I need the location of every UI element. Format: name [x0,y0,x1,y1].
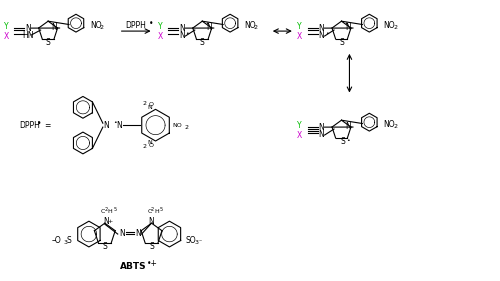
Text: –: – [198,239,202,244]
Text: S: S [46,38,50,47]
Text: S: S [200,38,204,47]
Text: N: N [147,105,152,110]
Text: •+: •+ [147,259,158,268]
Text: 2: 2 [100,25,104,30]
Text: •: • [205,21,208,26]
Text: 2: 2 [142,101,146,106]
Text: O: O [149,102,154,107]
Text: 2: 2 [104,207,108,212]
Text: Y: Y [298,22,302,31]
Text: O: O [149,143,154,148]
Text: X: X [297,131,302,140]
Text: H: H [154,209,159,214]
Text: X: X [158,31,163,40]
Text: NO: NO [90,21,102,30]
Text: •: • [346,139,350,144]
Text: N: N [318,31,324,40]
Text: +: + [107,219,112,224]
Text: •: • [186,31,189,36]
Text: NO: NO [172,123,182,128]
Text: •: • [37,119,42,128]
Text: –O: –O [51,237,61,246]
Text: 2: 2 [151,207,154,212]
Text: N: N [318,123,324,132]
Text: N: N [103,217,108,226]
Text: N: N [206,22,212,31]
Text: S: S [149,243,154,251]
Text: C: C [100,209,105,214]
Text: 2: 2 [142,144,146,149]
Text: Y: Y [158,22,163,31]
Text: S: S [102,243,107,251]
Text: N: N [147,140,152,146]
Text: NO: NO [384,21,395,30]
Text: N: N [119,228,124,237]
Text: ABTS: ABTS [120,262,147,271]
Text: NO: NO [384,120,395,129]
Text: 2: 2 [393,25,397,30]
Text: N: N [345,22,351,31]
Text: 3: 3 [194,241,198,246]
Text: SO: SO [186,237,196,246]
Text: 2: 2 [184,125,188,130]
Text: N: N [148,217,154,226]
Text: Y: Y [298,121,302,130]
Text: 5: 5 [160,207,163,212]
Text: N: N [318,130,324,139]
Text: N: N [345,122,351,131]
Text: X: X [4,31,9,40]
Text: N: N [116,121,121,130]
Text: 2: 2 [254,25,258,30]
Text: N: N [103,121,108,130]
Text: N: N [180,31,186,40]
Text: •: • [113,120,116,125]
Text: N: N [135,228,140,237]
Text: DPPH: DPPH [20,121,40,130]
Text: =: = [44,121,51,130]
Text: N: N [318,24,324,33]
Text: X: X [297,31,302,40]
Text: NO: NO [244,21,256,30]
Text: •: • [150,19,154,28]
Text: S: S [339,38,344,47]
Text: H: H [108,209,112,214]
Text: 3: 3 [63,241,67,246]
Text: •: • [344,21,348,26]
Text: DPPH: DPPH [125,21,146,30]
Text: N: N [52,22,58,31]
Text: •: • [324,31,328,36]
Text: 2: 2 [393,124,397,129]
Text: Y: Y [4,22,8,31]
Text: N: N [180,24,186,33]
Text: N: N [26,24,31,33]
Text: S: S [340,137,345,146]
Text: S: S [66,237,71,246]
Text: 5: 5 [113,207,116,212]
Text: C: C [147,209,152,214]
Text: HN: HN [22,31,34,40]
